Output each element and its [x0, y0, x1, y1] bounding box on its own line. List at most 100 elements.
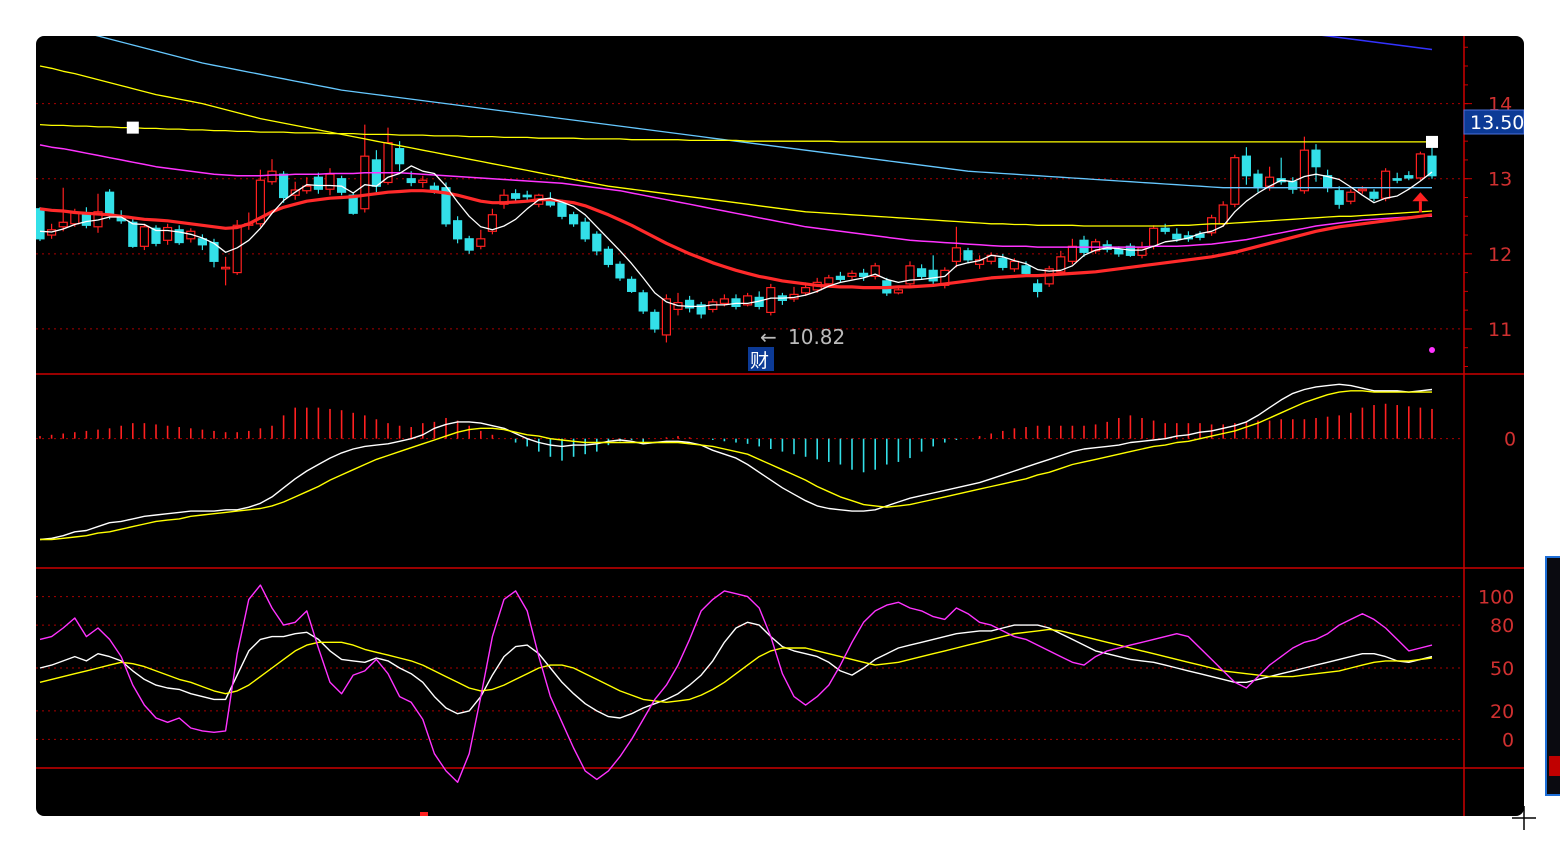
candle-down	[1334, 190, 1344, 205]
ma-start-marker	[126, 121, 139, 134]
candle-down	[104, 191, 115, 216]
macd-tick-label: 0	[1504, 429, 1516, 451]
candle-down	[858, 272, 869, 277]
macd-panel[interactable]	[39, 383, 1433, 541]
candle-up	[1148, 227, 1159, 247]
kdj-tick-label: 100	[1478, 587, 1514, 609]
candle-up	[824, 277, 834, 285]
candle-down	[197, 238, 207, 246]
candle-up	[847, 272, 857, 277]
candle-down	[1160, 227, 1170, 232]
candle-down	[1404, 175, 1414, 179]
side-strip-marker	[1549, 756, 1560, 776]
ma20-line	[39, 189, 1433, 290]
candle-up	[487, 214, 497, 232]
candle-up	[1056, 256, 1066, 273]
kdj-tick-label: 20	[1490, 701, 1514, 723]
candle-up	[325, 173, 335, 190]
candle-down	[1021, 265, 1031, 274]
candle-down	[36, 208, 45, 240]
candle-down	[1195, 233, 1205, 238]
side-scroll-strip[interactable]	[1545, 556, 1560, 796]
candle-up	[1206, 217, 1217, 234]
current-price-tag: 13.50	[1463, 109, 1524, 135]
dea-line	[40, 390, 1432, 541]
candle-down	[128, 221, 138, 247]
kdj-panel[interactable]	[39, 584, 1433, 816]
candle-up	[1009, 260, 1020, 270]
candle-up	[58, 221, 68, 228]
candle-up	[1299, 149, 1310, 192]
low-price-value: 10.82	[788, 325, 845, 349]
candle-down	[835, 275, 846, 280]
ma5-line	[39, 165, 1433, 308]
candle-down	[151, 227, 161, 244]
ma30-line	[39, 144, 1432, 248]
candle-up	[418, 179, 428, 184]
grid-layer	[36, 36, 1524, 816]
candle-up	[951, 247, 962, 262]
k-line	[39, 621, 1433, 719]
candle-down	[568, 214, 579, 225]
candle-down	[731, 298, 741, 307]
candle-down	[441, 187, 451, 225]
candle-down	[638, 292, 648, 312]
candle-up	[267, 170, 277, 183]
ma250-line	[1321, 36, 1433, 51]
candle-up	[1357, 188, 1368, 192]
candle-down	[1369, 191, 1379, 199]
candle-down	[626, 278, 637, 292]
candle-down	[557, 202, 567, 217]
price-tick-label: 11	[1488, 319, 1512, 341]
bottom-panel-marker	[420, 812, 428, 816]
kdj-tick-label: 80	[1490, 615, 1514, 637]
candle-down	[1241, 155, 1252, 177]
buy-arrow-icon	[1412, 192, 1429, 202]
candle-down	[1172, 233, 1182, 240]
candle-down	[522, 194, 532, 198]
candle-down	[313, 176, 323, 190]
price-panel[interactable]	[36, 36, 1438, 353]
candle-up	[255, 179, 265, 225]
candle-down	[650, 311, 660, 330]
candle-up	[974, 259, 985, 265]
candle-down	[603, 248, 614, 265]
ma120-line	[95, 36, 1432, 189]
candle-up	[893, 289, 904, 294]
finance-tag: 财	[750, 350, 769, 372]
signal-dot	[1429, 346, 1435, 353]
candle-up	[1380, 170, 1391, 199]
candle-down	[615, 263, 625, 279]
candle-down	[453, 220, 463, 240]
price-tick-label: 13	[1488, 169, 1512, 191]
candle-down	[592, 233, 602, 252]
candle-down	[1427, 155, 1437, 177]
current-price-label: 13.50	[1470, 112, 1524, 134]
candle-up	[1415, 153, 1426, 179]
candle-up	[905, 265, 915, 285]
candle-down	[81, 214, 92, 226]
candle-up	[139, 226, 150, 247]
candle-down	[1114, 248, 1124, 255]
price-tick-label: 12	[1488, 244, 1512, 266]
ma-long-line	[39, 123, 1432, 143]
candle-up	[1090, 241, 1101, 252]
dif-line	[39, 383, 1433, 541]
candle-up	[221, 266, 231, 270]
candle-up	[302, 185, 312, 192]
candle-down	[1253, 173, 1263, 189]
candle-down	[998, 257, 1008, 268]
candle-down	[406, 178, 416, 184]
candle-up	[719, 298, 730, 304]
candle-down	[279, 173, 289, 199]
candle-down	[580, 221, 590, 240]
candle-up	[360, 155, 370, 210]
crosshair-cursor-icon	[1512, 806, 1536, 830]
candle-down	[696, 304, 706, 315]
candle-down	[928, 269, 938, 282]
candle-down	[511, 193, 521, 199]
candle-down	[395, 148, 405, 165]
candle-up	[1218, 204, 1228, 225]
kdj-tick-label: 0	[1502, 729, 1514, 751]
